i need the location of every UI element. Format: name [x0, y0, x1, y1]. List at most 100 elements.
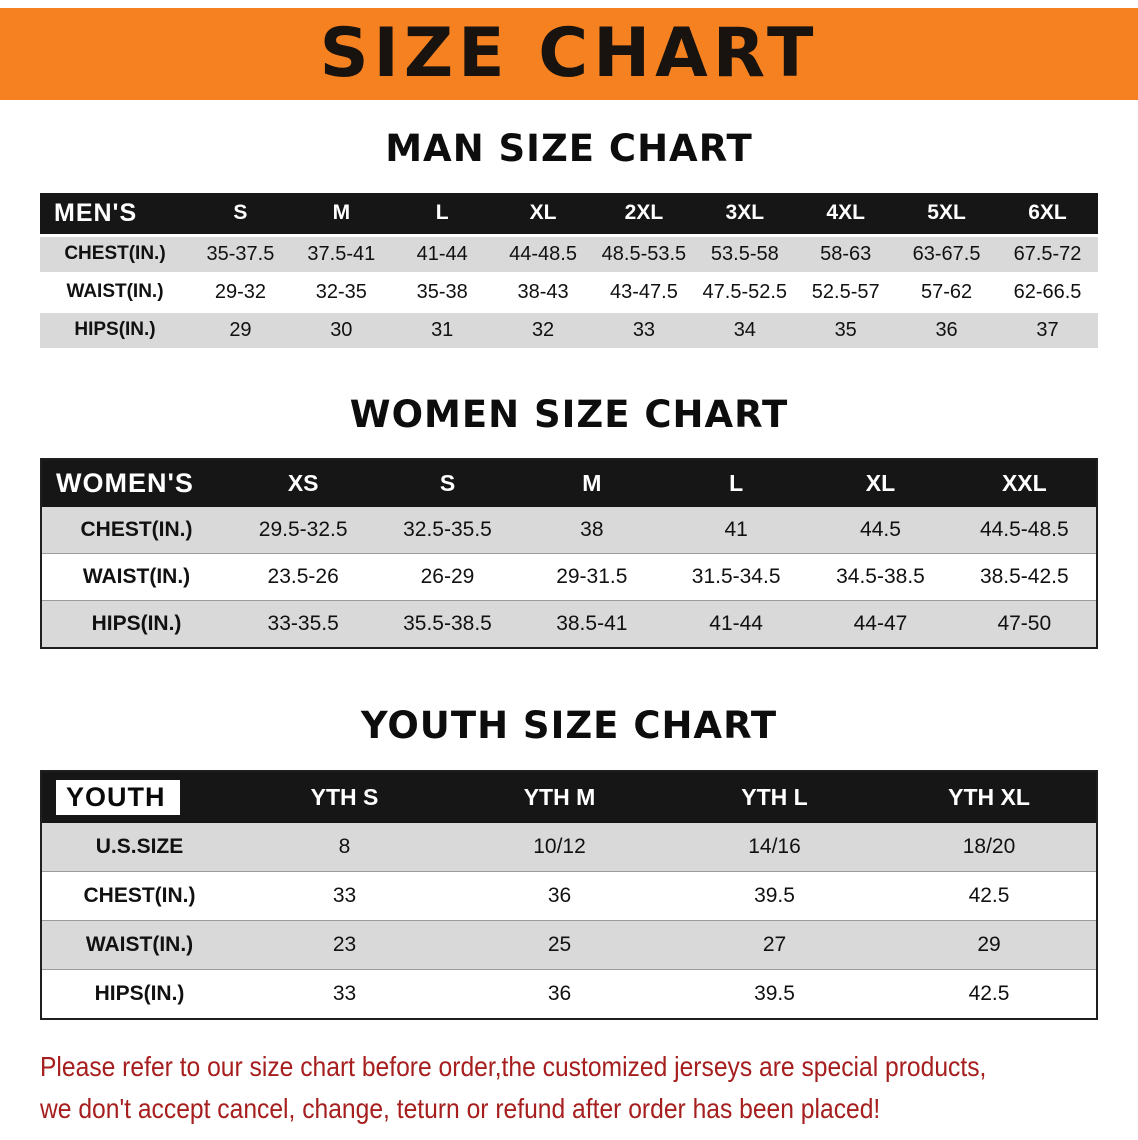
- size-value-cell: 34.5-38.5: [836, 565, 925, 589]
- size-table-header-row: WOMEN'S XS S M L XL XXL: [41, 459, 1097, 508]
- men-size-chart-heading: MAN SIZE CHART: [385, 127, 753, 170]
- size-value-cell: 42.5: [968, 883, 1010, 907]
- size-table-row: WAIST(IN.) 23.5-26 26-29 29-31.5 31.5-34.5 34…: [41, 553, 1097, 601]
- size-value-cell: 37: [1036, 318, 1059, 341]
- size-value-cell: 44-48.5: [509, 242, 577, 265]
- size-value-cell: 8: [338, 834, 351, 858]
- youth-size-section: YOUTH SIZE CHART YOUTH YTH S YTH M YTH L YTH…: [0, 705, 1138, 1020]
- size-value-cell: 31: [431, 318, 454, 341]
- size-value-cell: 53.5-58: [710, 242, 779, 265]
- size-value-cell: 33: [332, 981, 357, 1005]
- size-column-header: XL: [492, 192, 594, 236]
- size-value-cell: 34: [733, 318, 756, 341]
- women-size-chart-heading: WOMEN SIZE CHART: [349, 392, 789, 436]
- table-corner-label: WOMEN'S: [41, 459, 231, 508]
- size-column-header: L: [391, 192, 493, 236]
- size-column-header: YTH XL: [882, 770, 1097, 823]
- size-value-cell: 23.5-26: [267, 565, 339, 589]
- size-column-header: 5XL: [896, 192, 997, 236]
- size-value-cell: 32-35: [315, 280, 367, 303]
- size-table-row: HIPS(IN.) 33-35.5 35.5-38.5 38.5-41 41-44 44-…: [41, 600, 1097, 649]
- size-column-header: 4XL: [795, 192, 897, 236]
- size-column-header: S: [375, 459, 520, 508]
- size-value-cell: 57-62: [920, 280, 973, 303]
- corner-label-text: MEN'S: [54, 198, 138, 227]
- size-value-cell: 33: [332, 883, 357, 907]
- size-value-cell: 14/16: [748, 834, 801, 858]
- size-column-header: XL: [808, 459, 953, 508]
- size-value-cell: 29.5-32.5: [258, 518, 348, 542]
- size-column-header: XXL: [952, 459, 1097, 508]
- size-value-cell: 26-29: [420, 565, 475, 589]
- size-column-header: YTH S: [237, 770, 452, 823]
- size-column-header: M: [519, 459, 664, 508]
- size-value-cell: 10/12: [533, 834, 586, 858]
- measurement-row-label: HIPS(IN.): [91, 612, 182, 636]
- size-value-cell: 48.5-53.5: [601, 242, 687, 265]
- size-value-cell: 47-50: [997, 612, 1052, 636]
- size-column-header: 2XL: [593, 192, 695, 236]
- size-value-cell: 32.5-35.5: [403, 518, 492, 542]
- youth-size-chart-heading: YOUTH SIZE CHART: [360, 704, 778, 748]
- size-column-header: M: [290, 192, 392, 236]
- size-table-row: WAIST(IN.) 23 25 27 29: [41, 920, 1097, 970]
- size-value-cell: 31.5-34.5: [691, 565, 781, 589]
- measurement-row-label: CHEST(IN.): [80, 518, 193, 542]
- size-table-row: CHEST(IN.) 29.5-32.5 32.5-35.5 38 41 44.5 44.5…: [41, 507, 1097, 554]
- size-table-row: CHEST(IN.) 33 36 39.5 42.5: [41, 871, 1097, 921]
- size-column-header: YTH L: [667, 770, 882, 823]
- size-column-header: L: [663, 459, 809, 508]
- size-table-row: HIPS(IN.) 29 30 31 32 33 34 35 36 37: [40, 311, 1098, 348]
- disclaimer-line-2: we don't accept cancel, change, teturn o…: [40, 1092, 881, 1124]
- size-column-header: S: [190, 192, 291, 236]
- size-value-cell: 41: [724, 518, 748, 542]
- women-size-table: WOMEN'S XS S M L XL XXL CHEST(IN.) 29.5-32.5 32.5…: [40, 458, 1098, 650]
- size-value-cell: 35: [834, 318, 857, 341]
- size-column-header: 3XL: [694, 192, 796, 236]
- size-value-cell: 36: [935, 318, 958, 341]
- size-value-cell: 43-47.5: [610, 280, 678, 303]
- size-value-cell: 38.5-41: [556, 612, 628, 636]
- size-value-cell: 27: [762, 932, 787, 956]
- measurement-row-label: U.S.SIZE: [95, 834, 184, 858]
- corner-label-text: WOMEN'S: [56, 468, 194, 499]
- size-value-cell: 29: [977, 932, 1001, 956]
- size-value-cell: 42.5: [968, 981, 1010, 1005]
- size-table-row: WAIST(IN.) 29-32 32-35 35-38 38-43 43-47.5 47.…: [40, 273, 1098, 312]
- size-value-cell: 38.5-42.5: [979, 565, 1069, 589]
- size-column-header: 6XL: [997, 192, 1098, 236]
- size-value-cell: 52.5-57: [811, 280, 880, 303]
- size-value-cell: 33-35.5: [267, 612, 339, 636]
- size-value-cell: 67.5-72: [1013, 242, 1082, 265]
- size-value-cell: 33: [632, 318, 656, 341]
- size-value-cell: 23: [332, 932, 357, 956]
- banner-title: SIZE CHART: [319, 14, 819, 93]
- size-value-cell: 62-66.5: [1013, 280, 1082, 303]
- size-value-cell: 32: [531, 318, 555, 341]
- measurement-row-label: WAIST(IN.): [66, 281, 164, 303]
- size-value-cell: 47.5-52.5: [702, 280, 788, 303]
- size-value-cell: 36: [547, 981, 572, 1005]
- size-value-cell: 35.5-38.5: [403, 612, 492, 636]
- size-value-cell: 37.5-41: [307, 242, 376, 265]
- measurement-row-label: CHEST(IN.): [83, 883, 196, 907]
- size-value-cell: 38: [580, 518, 604, 542]
- size-value-cell: 35-37.5: [206, 242, 275, 265]
- size-chart-banner: SIZE CHART: [0, 8, 1138, 100]
- youth-size-table: YOUTH YTH S YTH M YTH L YTH XL U.S.SIZE 8 10/12…: [40, 769, 1098, 1020]
- size-value-cell: 18/20: [962, 834, 1016, 858]
- measurement-row-label: CHEST(IN.): [64, 243, 166, 265]
- size-value-cell: 44.5: [860, 518, 901, 542]
- size-column-header: YTH M: [452, 770, 667, 823]
- disclaimer-line-1: Please refer to our size chart before or…: [40, 1050, 987, 1082]
- measurement-row-label: HIPS(IN.): [74, 319, 156, 341]
- size-value-cell: 58-63: [820, 242, 872, 265]
- size-table-header-row: YOUTH YTH S YTH M YTH L YTH XL: [41, 770, 1097, 823]
- size-value-cell: 63-67.5: [912, 242, 981, 265]
- women-size-section: WOMEN SIZE CHART WOMEN'S XS S M L XL XXL CHEST(…: [0, 392, 1138, 650]
- table-corner-label: YOUTH: [41, 770, 237, 823]
- size-value-cell: 29-32: [214, 280, 267, 303]
- size-value-cell: 39.5: [754, 883, 795, 907]
- size-table-row: CHEST(IN.) 35-37.5 37.5-41 41-44 44-48.5 48.5…: [40, 235, 1098, 274]
- size-table-row: HIPS(IN.) 33 36 39.5 42.5: [41, 969, 1097, 1019]
